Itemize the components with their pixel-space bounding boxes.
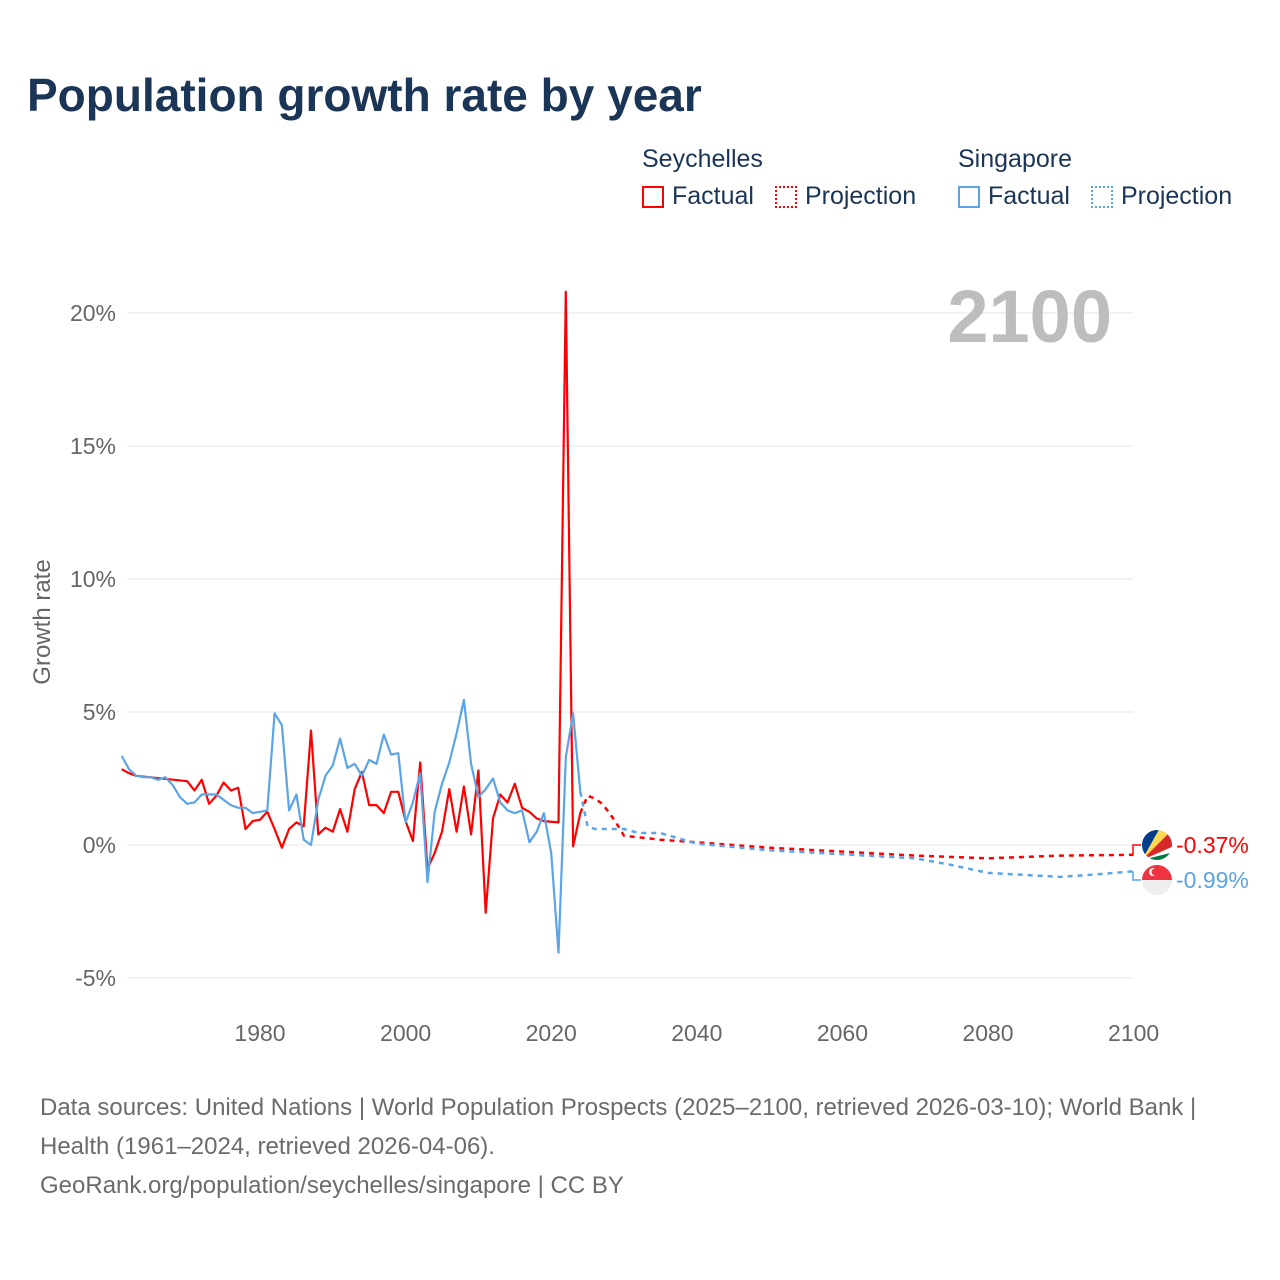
legend-singapore-projection[interactable]: Projection [1090,182,1233,211]
y-tick-label: 10% [70,566,116,592]
legend-seychelles-factual[interactable]: Factual [642,182,754,211]
chart-title: Population growth rate by year [27,69,702,121]
x-tick-label: 1980 [234,1020,285,1046]
singapore-factual-line [120,698,582,954]
singapore-projection-line [579,791,1134,879]
data-sources: Data sources: United Nations | World Pop… [40,1094,1197,1160]
x-tick-label: 2040 [671,1020,722,1046]
legend-label: Factual [672,182,754,210]
legend-seychelles-title: Seychelles [642,145,763,173]
y-tick-label: 5% [83,699,116,725]
year-label: 2100 [947,275,1112,358]
y-tick-label: 0% [83,832,116,858]
legend-swatch-solid [958,185,980,208]
seychelles-end-label: -0.37% [1176,832,1249,858]
footer: Data sources: United Nations | World Pop… [40,1088,1240,1205]
legend-seychelles: Seychelles Factual Projection [642,145,930,215]
singapore-end-label: -0.99% [1176,867,1249,893]
singapore-flag-icon [1142,865,1172,895]
y-tick-label: -5% [75,965,116,991]
legend-swatch-dotted [774,185,797,208]
legend-singapore-factual[interactable]: Factual [958,182,1070,211]
y-tick-label: 20% [70,300,116,326]
x-tick-label: 2100 [1108,1020,1159,1046]
legend-swatch-solid [642,185,664,208]
seychelles-flag-icon [1142,830,1172,860]
y-axis-label: Growth rate [29,559,56,684]
legend-singapore: Singapore Factual Projection [958,145,1246,215]
legend-label: Projection [1120,182,1233,210]
seychelles-factual-line [121,290,582,914]
x-tick-label: 2080 [962,1020,1013,1046]
legend-swatch-dotted [1090,185,1113,208]
legend-label: Projection [804,182,917,210]
y-tick-label: 15% [70,433,116,459]
x-tick-label: 2020 [526,1020,577,1046]
end-label-connector [1132,844,1141,855]
seychelles-projection-line [579,794,1134,860]
x-tick-label: 2060 [817,1020,868,1046]
legend-label: Factual [988,182,1070,210]
legend-seychelles-projection[interactable]: Projection [774,182,917,211]
legend-singapore-title: Singapore [958,145,1072,173]
x-tick-label: 2000 [380,1020,431,1046]
source-link[interactable]: GeoRank.org/population/seychelles/singap… [40,1172,624,1199]
end-label-connector [1132,871,1141,881]
